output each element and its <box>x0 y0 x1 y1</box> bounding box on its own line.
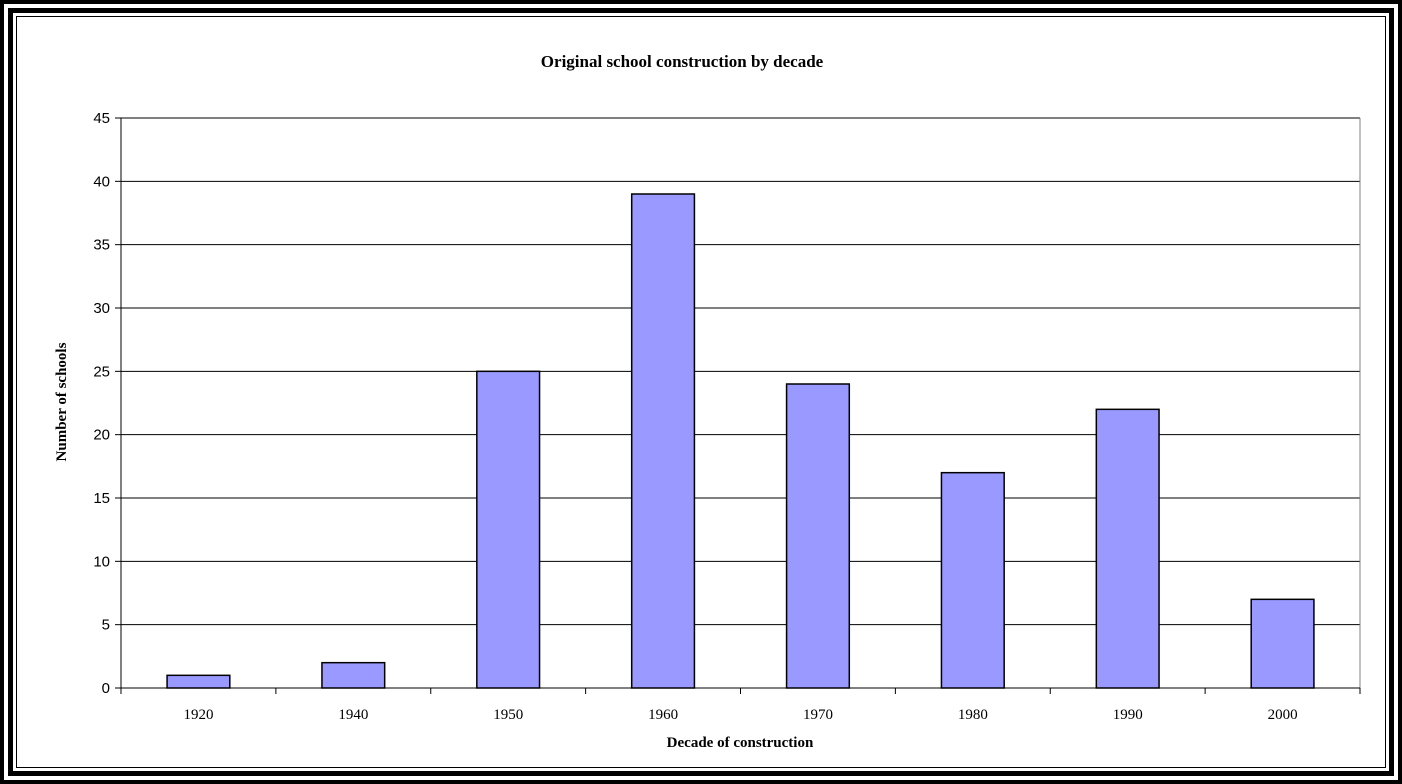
x-tick-label-1990: 1990 <box>1113 707 1143 723</box>
y-tick-label-40: 40 <box>93 173 110 190</box>
x-tick-label-1960: 1960 <box>648 707 678 723</box>
bar-1950 <box>476 370 541 689</box>
bar-1960 <box>630 193 696 689</box>
bar-1990 <box>1095 408 1160 689</box>
x-tick-label-1940: 1940 <box>338 707 368 723</box>
y-tick-label-45: 45 <box>93 110 110 127</box>
bar-2000 <box>1250 598 1315 689</box>
bars <box>166 193 1315 689</box>
bar-1980 <box>940 471 1005 689</box>
y-tick-label-5: 5 <box>102 617 110 634</box>
y-tick-label-25: 25 <box>93 363 110 380</box>
x-tick-label-1920: 1920 <box>183 707 213 723</box>
bar-1940 <box>321 661 386 689</box>
chart-title: Original school construction by decade <box>541 52 824 71</box>
x-tick-label-1950: 1950 <box>493 707 523 723</box>
y-axis-title: Number of schools <box>54 342 70 461</box>
x-axis: 1920 1940 1950 1960 1970 1980 1990 2000 <box>120 118 1361 723</box>
gridlines <box>121 117 1361 688</box>
x-tick-label-1980: 1980 <box>958 707 988 723</box>
chart-frame-inner <box>8 8 1394 776</box>
y-tick-label-15: 15 <box>93 490 110 507</box>
x-tick-label-2000: 2000 <box>1268 707 1298 723</box>
y-tick-label-35: 35 <box>93 237 110 254</box>
y-axis-ticks: 0 5 10 15 20 25 30 35 40 45 <box>93 110 121 697</box>
y-tick-label-0: 0 <box>102 680 110 697</box>
y-tick-label-30: 30 <box>93 300 110 317</box>
x-axis-title: Decade of construction <box>667 735 814 751</box>
y-tick-label-20: 20 <box>93 427 110 444</box>
chart-frame-thin <box>16 16 1386 768</box>
bar-1920 <box>166 674 231 689</box>
x-tick-label-1970: 1970 <box>803 707 833 723</box>
bar-1970 <box>785 383 851 689</box>
y-tick-label-10: 10 <box>93 553 110 570</box>
